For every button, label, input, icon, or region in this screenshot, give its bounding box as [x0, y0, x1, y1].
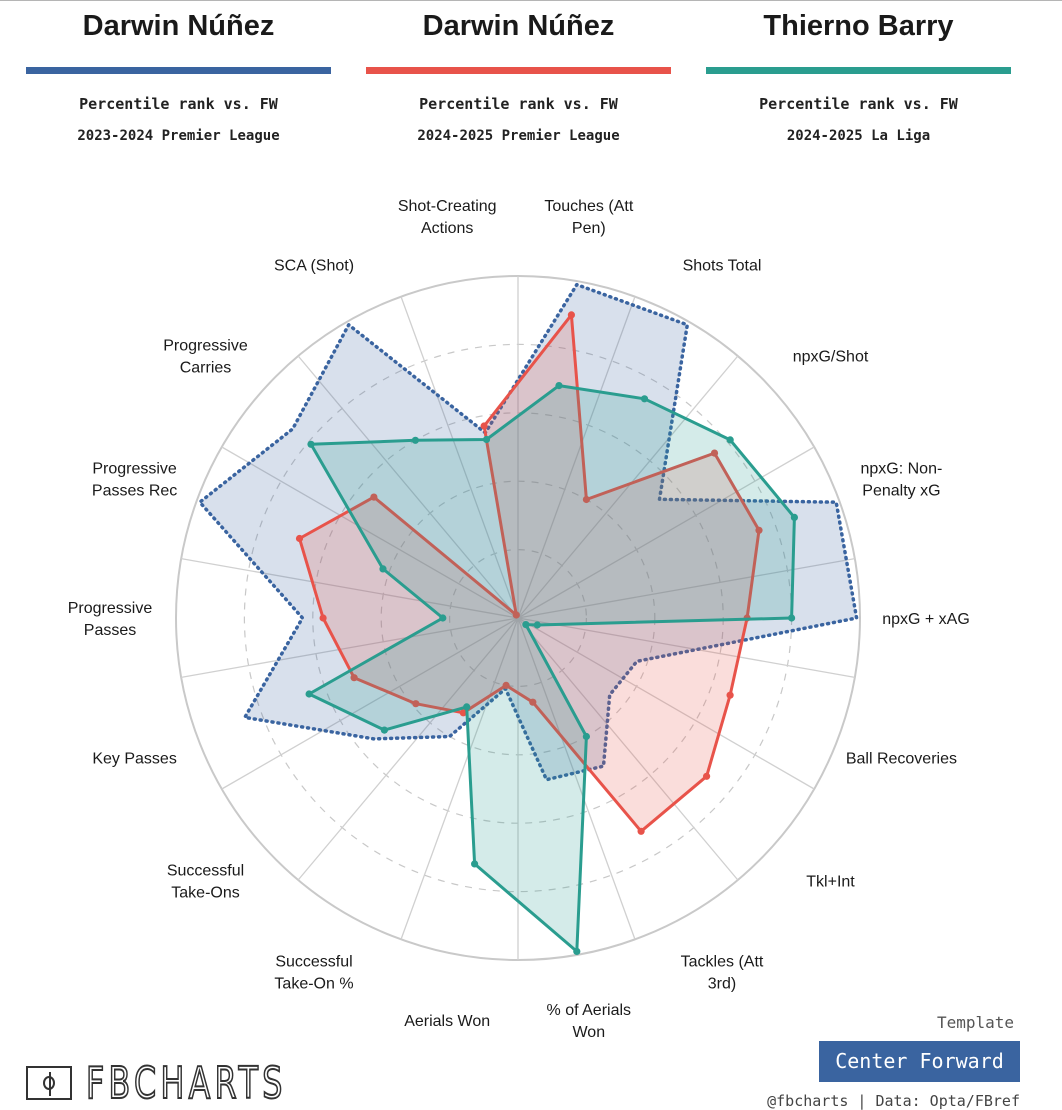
player-color-bar: [26, 67, 331, 74]
grid-spoke: [181, 557, 519, 619]
axis-label: Ball Recoveries: [846, 751, 957, 768]
axis-label: Successful Take-Ons: [167, 862, 244, 901]
data-point: [379, 565, 387, 573]
data-point: [522, 621, 530, 629]
grid-spoke: [400, 296, 519, 619]
axis-label: Touches (Att Pen): [544, 198, 633, 237]
series-3: [305, 382, 799, 956]
series-2: [295, 311, 763, 835]
template-badge: Center Forward: [819, 1041, 1020, 1082]
data-point: [567, 311, 576, 319]
data-point: [726, 436, 734, 444]
data-point: [305, 690, 313, 698]
data-point: [640, 395, 649, 403]
axis-label: Progressive Passes Rec: [92, 461, 177, 500]
grid-spoke: [181, 617, 519, 679]
data-point: [755, 526, 763, 534]
data-point: [350, 674, 358, 682]
data-point: [637, 827, 645, 835]
data-point: [380, 726, 388, 734]
fbcharts-logo: FBCHARTS: [26, 1057, 286, 1110]
player-name: Darwin Núñez: [82, 10, 275, 42]
axis-label: SCA (Shot): [274, 258, 354, 275]
axis-label: Key Passes: [92, 751, 176, 768]
axis-label: Shots Total: [683, 258, 762, 275]
player-color-bar: [366, 67, 671, 74]
data-point: [370, 493, 378, 501]
player-name: Thierno Barry: [763, 10, 954, 42]
data-point: [703, 772, 711, 780]
grid-spoke: [517, 446, 815, 619]
data-point: [463, 703, 471, 711]
data-point: [582, 495, 591, 504]
axis-label: Shot-Creating Actions: [398, 198, 497, 237]
data-point: [482, 435, 491, 444]
axis-label: Tkl+Int: [806, 873, 855, 890]
data-point: [555, 382, 563, 390]
grid-spoke: [517, 355, 739, 619]
data-point: [529, 698, 537, 706]
data-point: [459, 709, 467, 717]
axis-label: Progressive Passes: [68, 600, 153, 639]
logo-wordmark: FBCHARTS: [85, 1057, 287, 1110]
data-point: [319, 614, 327, 622]
data-point: [412, 700, 420, 708]
template-label: Template: [936, 1013, 1014, 1032]
data-point: [710, 449, 719, 457]
series-area: [198, 282, 859, 782]
grid-spoke: [517, 617, 636, 940]
top-rule: [0, 0, 1062, 1]
percentile-label: Percentile rank vs. FW: [79, 95, 278, 113]
axis-label: npxG + xAG: [882, 611, 970, 628]
percentile-label: Percentile rank vs. FW: [419, 95, 618, 113]
data-point: [295, 534, 304, 543]
data-point: [512, 611, 520, 619]
percentile-label: Percentile rank vs. FW: [759, 95, 958, 113]
axis-label: % of Aerials Won: [547, 1002, 631, 1041]
data-credit: @fbcharts | Data: Opta/FBref: [767, 1092, 1020, 1110]
player-name: Darwin Núñez: [422, 10, 615, 42]
data-point: [533, 621, 541, 629]
season-label: 2024-2025 La Liga: [786, 128, 931, 144]
grid-spoke: [400, 617, 519, 940]
series-1: [198, 282, 859, 782]
axis-label: Aerials Won: [404, 1013, 490, 1030]
grid-spoke: [297, 617, 519, 881]
axis-label: npxG/Shot: [793, 349, 869, 366]
data-point: [726, 691, 734, 699]
axis-label: Successful Take-On %: [274, 953, 353, 992]
axis-label: Progressive Carries: [163, 338, 248, 377]
axis-label: npxG: Non-Penalty xG: [860, 461, 942, 500]
pitch-icon: [26, 1066, 72, 1100]
data-point: [411, 436, 419, 444]
grid-spoke: [517, 617, 739, 881]
grid-spoke: [297, 355, 519, 619]
grid-spoke: [517, 617, 815, 790]
data-point: [502, 681, 510, 690]
data-point: [582, 732, 591, 741]
grid-spoke: [221, 617, 519, 790]
grid-spoke: [221, 446, 519, 619]
data-point: [439, 614, 447, 622]
data-point: [307, 440, 315, 448]
data-point: [480, 422, 488, 430]
axis-labels: Shot-Creating Actions SCA (Shot) Progressiv…: [68, 198, 970, 1041]
data-point: [788, 614, 796, 622]
player-color-bar: [706, 67, 1011, 74]
data-point: [573, 947, 581, 956]
data-point: [790, 513, 799, 522]
grid-spoke: [517, 557, 855, 619]
grid-spoke: [517, 296, 636, 619]
radar-grid: [175, 275, 861, 961]
season-label: 2023-2024 Premier League: [77, 128, 280, 144]
grid-spoke: [517, 617, 855, 679]
data-point: [471, 860, 479, 868]
grid-ring-dashed: [449, 548, 588, 687]
axis-label: Tackles (Att 3rd): [681, 953, 764, 992]
season-label: 2024-2025 Premier League: [417, 128, 620, 144]
